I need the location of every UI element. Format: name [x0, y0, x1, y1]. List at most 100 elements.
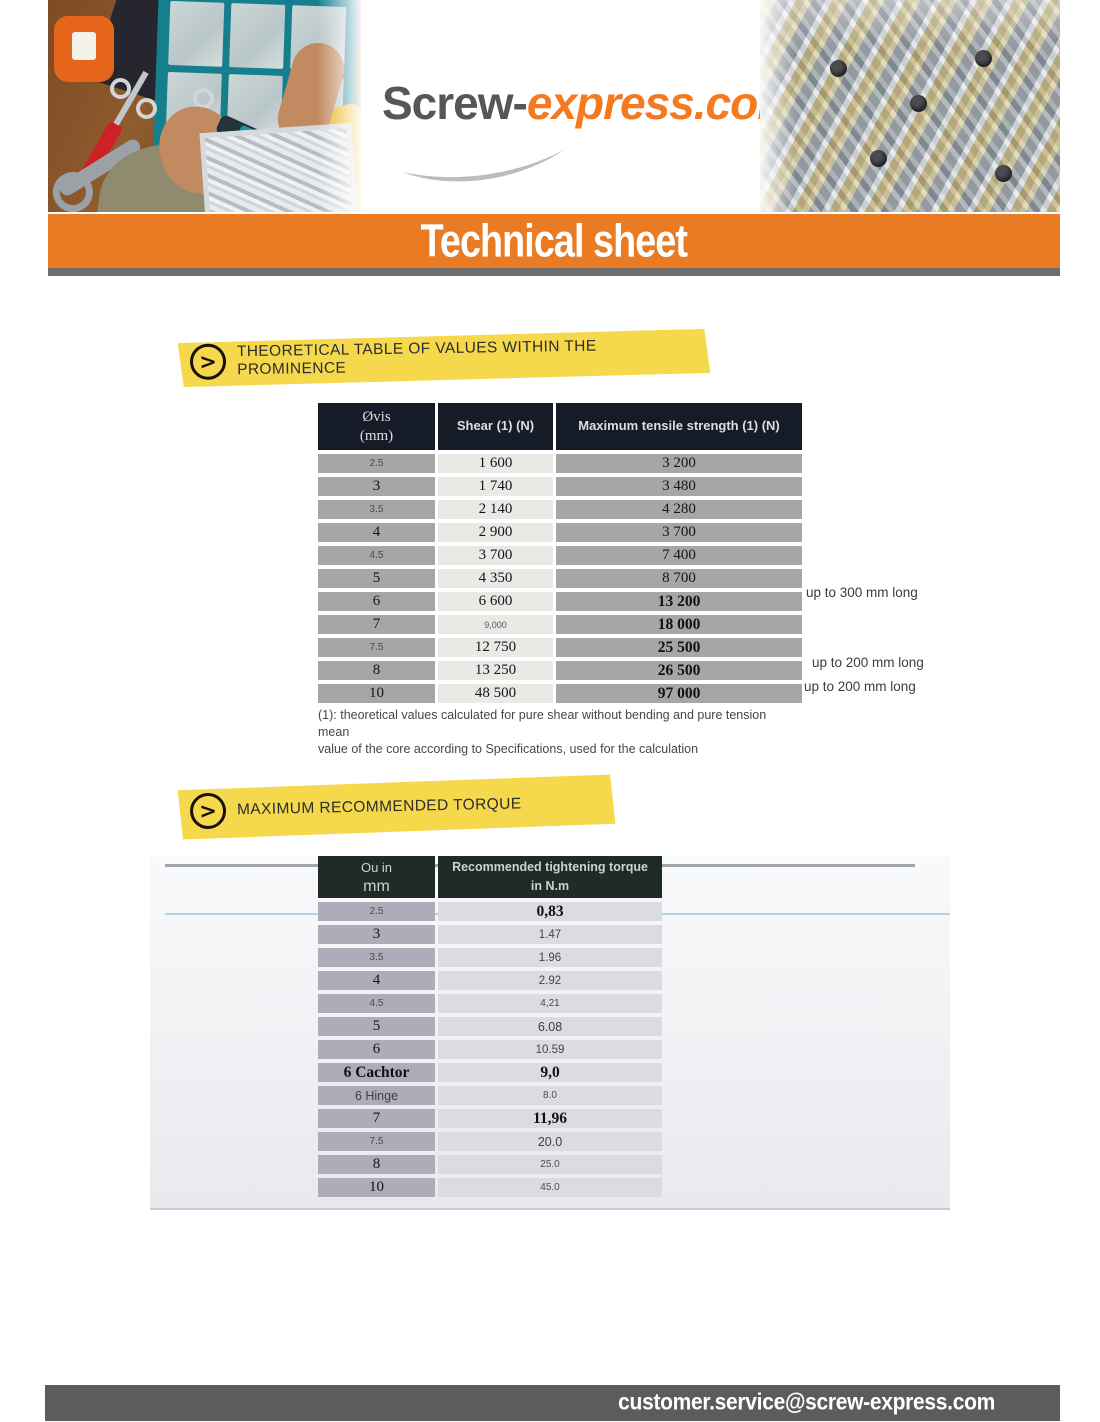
torque-cell: 10.59 [438, 1040, 662, 1059]
col-header-shear: Shear (1) (N) [438, 403, 553, 450]
values-table: Øvis (mm) Shear (1) (N) Maximum tensile … [318, 403, 802, 703]
shear-cell: 1 600 [438, 454, 553, 473]
shear-cell: 12 750 [438, 638, 553, 657]
dia-cell: 2.5 [318, 454, 435, 473]
table-header-row: Øvis (mm) Shear (1) (N) Maximum tensile … [318, 403, 802, 450]
table-row: 6 Cachtor 9,0 [318, 1063, 662, 1082]
banner-divider [48, 268, 1060, 276]
torque-cell: 6.08 [438, 1017, 662, 1036]
screw-head-icon [995, 165, 1012, 182]
tensile-cell: 3 200 [556, 454, 802, 473]
torque-cell: 20.0 [438, 1132, 662, 1151]
logo-swoosh-icon [402, 150, 564, 182]
size-cell: 6 Cachtor [318, 1063, 435, 1082]
table-row: 7 11,96 [318, 1109, 662, 1128]
size-cell: 4.5 [318, 994, 435, 1013]
wrench-shape [57, 136, 143, 199]
size-cell: 8 [318, 1155, 435, 1174]
dia-cell: 7 [318, 615, 435, 634]
tensile-cell: 26 500 [556, 661, 802, 680]
table-row: 6 6 600 13 200 [318, 592, 802, 611]
size-cell: 3.5 [318, 948, 435, 967]
arrow-icon: > [190, 793, 227, 830]
screw-head-icon [910, 95, 927, 112]
size-cell: 3 [318, 925, 435, 944]
table-row: 3.5 1.96 [318, 948, 662, 967]
tensile-cell: 25 500 [556, 638, 802, 657]
drill-shape [298, 100, 361, 212]
screws-pile-photo [760, 0, 1060, 212]
screw-tray-shape [199, 122, 359, 212]
shear-cell: 4 350 [438, 569, 553, 588]
size-cell: 2.5 [318, 902, 435, 921]
brand-logo-text-orange: express.com [526, 77, 798, 129]
tensile-cell: 18 000 [556, 615, 802, 634]
shear-cell: 2 900 [438, 523, 553, 542]
washer-shape [193, 88, 214, 109]
col-header-torque: Recommended tightening torque in N.m [438, 856, 662, 898]
table-row: 10 45.0 [318, 1178, 662, 1197]
shear-cell: 1 740 [438, 477, 553, 496]
table-row: 6 10.59 [318, 1040, 662, 1059]
table-row: 4 2 900 3 700 [318, 523, 802, 542]
table-row: 8 13 250 26 500 [318, 661, 802, 680]
hand-shape [150, 97, 248, 203]
table-header-row: Ou in mm Recommended tightening torque i… [318, 856, 662, 898]
screw-head-icon [830, 60, 847, 77]
shear-cell: 6 600 [438, 592, 553, 611]
torque-cell: 4,21 [438, 994, 662, 1013]
torque-cell: 25.0 [438, 1155, 662, 1174]
page-title: Technical sheet [420, 214, 688, 267]
dia-cell: 7.5 [318, 638, 435, 657]
table-row: 10 48 500 97 000 [318, 684, 802, 703]
tensile-cell: 4 280 [556, 500, 802, 519]
workbench-photo [48, 0, 361, 212]
footnote-line: value of the core according to Specifica… [318, 741, 699, 756]
sandpaper-shape [90, 0, 217, 109]
torque-cell: 0,83 [438, 902, 662, 921]
size-cell: 7.5 [318, 1132, 435, 1151]
table-row: 7.5 12 750 25 500 [318, 638, 802, 657]
table-row: 2.5 1 600 3 200 [318, 454, 802, 473]
screw-head-icon [975, 50, 992, 67]
torque-cell: 1.47 [438, 925, 662, 944]
dia-cell: 4 [318, 523, 435, 542]
sleeve-shape [94, 136, 266, 212]
length-note: up to 200 mm long [812, 655, 924, 670]
torque-cell: 1.96 [438, 948, 662, 967]
dia-cell: 3 [318, 477, 435, 496]
col-header-tensile: Maximum tensile strength (1) (N) [556, 403, 802, 450]
torque-table: Ou in mm Recommended tightening torque i… [318, 856, 662, 1197]
table-row: 3.5 2 140 4 280 [318, 500, 802, 519]
brand-logo-text-dark: Screw- [382, 77, 528, 129]
table-row: 4.5 3 700 7 400 [318, 546, 802, 565]
size-cell: 6 Hinge [318, 1086, 435, 1105]
tensile-cell: 3 700 [556, 523, 802, 542]
size-cell: 6 [318, 1040, 435, 1059]
table-row: 5 6.08 [318, 1017, 662, 1036]
table-row: 4 2.92 [318, 971, 662, 990]
shear-cell: 9,000 [438, 615, 553, 634]
table-row: 3 1 740 3 480 [318, 477, 802, 496]
title-banner: Technical sheet [48, 214, 1060, 268]
section2-heading: MAXIMUM RECOMMENDED TORQUE [236, 795, 522, 819]
length-note: up to 300 mm long [806, 585, 918, 600]
torque-cell: 2.92 [438, 971, 662, 990]
length-note: up to 200 mm long [804, 679, 916, 694]
size-cell: 10 [318, 1178, 435, 1197]
table-row: 4.5 4,21 [318, 994, 662, 1013]
arrow-icon: > [190, 343, 227, 380]
washer-shape [110, 78, 131, 99]
footnote-line: (1): theoretical values calculated for p… [318, 708, 767, 739]
dia-cell: 5 [318, 569, 435, 588]
dia-cell: 10 [318, 684, 435, 703]
footnote: (1): theoretical values calculated for p… [318, 707, 798, 758]
table-row: 5 4 350 8 700 [318, 569, 802, 588]
dia-cell: 3.5 [318, 500, 435, 519]
table-row: 8 25.0 [318, 1155, 662, 1174]
section2-heading-band: > MAXIMUM RECOMMENDED TORQUE [177, 774, 615, 839]
torque-cell: 11,96 [438, 1109, 662, 1128]
hand-tool-shape [214, 113, 282, 159]
shear-cell: 3 700 [438, 546, 553, 565]
